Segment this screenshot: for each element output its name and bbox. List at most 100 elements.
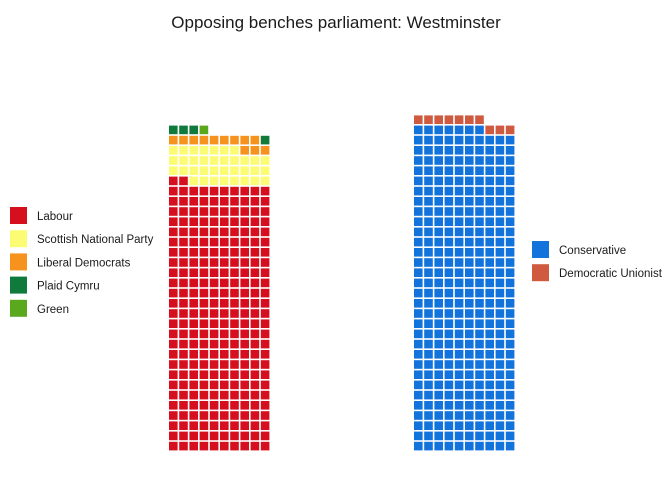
seat-labour — [179, 288, 188, 298]
seat-conservative — [454, 166, 464, 175]
seat-labour — [199, 360, 209, 369]
seat-conservative — [475, 329, 484, 339]
seat-labour — [189, 217, 198, 226]
seat-labour — [250, 288, 260, 298]
seat-conservative — [414, 237, 423, 247]
seat-labour — [179, 360, 188, 369]
seat-conservative — [495, 278, 505, 288]
seat-conservative — [465, 258, 474, 267]
seat-labour — [169, 248, 178, 257]
seat-conservative — [414, 288, 423, 298]
seat-labour — [199, 248, 209, 257]
seat-labour — [199, 278, 209, 288]
seat-scottish-national-party — [250, 166, 260, 175]
seat-conservative — [505, 411, 515, 420]
seat-labour — [220, 288, 229, 298]
seat-conservative — [424, 207, 433, 216]
seat-labour — [189, 248, 198, 257]
seat-conservative — [454, 156, 464, 165]
seat-conservative — [444, 186, 454, 196]
seat-scottish-national-party — [250, 156, 260, 165]
seat-conservative — [485, 309, 494, 318]
seat-labour — [230, 186, 239, 196]
seat-labour — [199, 441, 209, 451]
seat-conservative — [444, 278, 454, 288]
seat-labour — [250, 227, 260, 237]
seat-conservative — [414, 248, 423, 257]
seat-labour — [260, 431, 270, 441]
seat-conservative — [495, 156, 505, 165]
seat-labour — [189, 411, 198, 420]
seat-conservative — [505, 268, 515, 277]
seat-labour — [199, 268, 209, 277]
seat-labour — [209, 197, 219, 206]
seat-conservative — [465, 288, 474, 298]
seat-labour — [230, 431, 239, 441]
seat-conservative — [444, 390, 454, 400]
seat-conservative — [454, 299, 464, 308]
seat-conservative — [444, 421, 454, 430]
seat-liberal-democrats — [240, 135, 249, 145]
seat-labour — [189, 186, 198, 196]
seat-labour — [240, 309, 249, 318]
seat-labour — [250, 370, 260, 379]
seat-labour — [169, 421, 178, 430]
seat-labour — [230, 421, 239, 430]
seat-conservative — [444, 360, 454, 369]
legend-label-liberal-democrats: Liberal Democrats — [37, 257, 131, 269]
seat-scottish-national-party — [209, 156, 219, 165]
seat-labour — [240, 441, 249, 451]
seat-labour — [199, 421, 209, 430]
seat-conservative — [485, 360, 494, 369]
seat-conservative — [444, 268, 454, 277]
seat-conservative — [454, 146, 464, 155]
seat-conservative — [454, 329, 464, 339]
seat-labour — [240, 319, 249, 328]
seat-labour — [240, 197, 249, 206]
seat-scottish-national-party — [169, 166, 178, 175]
seat-conservative — [465, 339, 474, 349]
legend-key-liberal-democrats — [10, 253, 27, 271]
seat-labour — [230, 237, 239, 247]
seat-conservative — [495, 370, 505, 379]
seat-conservative — [414, 309, 423, 318]
seat-scottish-national-party — [260, 166, 270, 175]
seat-labour — [230, 380, 239, 390]
seat-labour — [230, 227, 239, 237]
seat-labour — [240, 401, 249, 410]
seat-conservative — [465, 441, 474, 451]
seat-labour — [199, 370, 209, 379]
seat-labour — [230, 207, 239, 216]
seat-conservative — [424, 135, 433, 145]
seat-conservative — [444, 380, 454, 390]
seat-conservative — [465, 125, 474, 135]
seat-conservative — [424, 390, 433, 400]
seat-labour — [209, 390, 219, 400]
seat-labour — [240, 217, 249, 226]
seat-conservative — [505, 380, 515, 390]
seat-labour — [220, 380, 229, 390]
seat-conservative — [505, 278, 515, 288]
seat-scottish-national-party — [260, 176, 270, 186]
seat-conservative — [414, 431, 423, 441]
seat-green — [199, 125, 209, 135]
seat-conservative — [424, 360, 433, 369]
seat-conservative — [424, 329, 433, 339]
seat-scottish-national-party — [199, 176, 209, 186]
seat-conservative — [495, 268, 505, 277]
seat-labour — [209, 207, 219, 216]
seat-conservative — [414, 125, 423, 135]
seat-conservative — [495, 258, 505, 267]
seat-scottish-national-party — [240, 166, 249, 175]
seat-labour — [230, 288, 239, 298]
seat-scottish-national-party — [220, 176, 229, 186]
seat-conservative — [444, 227, 454, 237]
seat-scottish-national-party — [189, 146, 198, 155]
seat-scottish-national-party — [209, 166, 219, 175]
seat-conservative — [505, 146, 515, 155]
seat-conservative — [485, 237, 494, 247]
seat-labour — [189, 421, 198, 430]
seat-conservative — [505, 370, 515, 379]
seat-labour — [169, 268, 178, 277]
seat-labour — [240, 411, 249, 420]
